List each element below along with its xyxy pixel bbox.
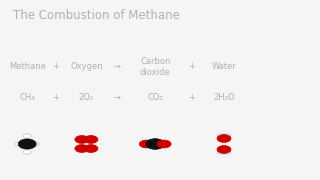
Circle shape: [217, 135, 231, 142]
Text: +: +: [188, 93, 196, 102]
Text: 2O₂: 2O₂: [79, 93, 94, 102]
Circle shape: [146, 139, 165, 149]
Circle shape: [31, 142, 39, 146]
Text: +: +: [52, 62, 60, 71]
Circle shape: [223, 150, 231, 154]
Circle shape: [84, 145, 98, 152]
Circle shape: [75, 136, 89, 143]
Circle shape: [75, 145, 89, 152]
Text: Carbon
dioxide: Carbon dioxide: [140, 57, 171, 77]
Text: Water: Water: [212, 62, 236, 71]
Circle shape: [217, 134, 225, 138]
Circle shape: [223, 134, 231, 138]
Circle shape: [217, 150, 225, 154]
Text: Methane: Methane: [9, 62, 46, 71]
Circle shape: [84, 136, 98, 143]
Text: →: →: [113, 93, 120, 102]
Circle shape: [157, 140, 171, 148]
Text: CO₂: CO₂: [147, 93, 163, 102]
Text: +: +: [188, 62, 196, 71]
Text: The Combustion of Methane: The Combustion of Methane: [13, 9, 180, 22]
Circle shape: [217, 146, 231, 153]
Text: +: +: [52, 93, 60, 102]
Text: →: →: [113, 62, 120, 71]
Text: 2H₂O: 2H₂O: [213, 93, 235, 102]
Circle shape: [18, 139, 36, 149]
Circle shape: [23, 134, 31, 138]
Circle shape: [139, 140, 153, 148]
Circle shape: [15, 142, 23, 146]
Text: Oxygen: Oxygen: [70, 62, 103, 71]
Circle shape: [23, 150, 31, 154]
Text: CH₄: CH₄: [19, 93, 35, 102]
